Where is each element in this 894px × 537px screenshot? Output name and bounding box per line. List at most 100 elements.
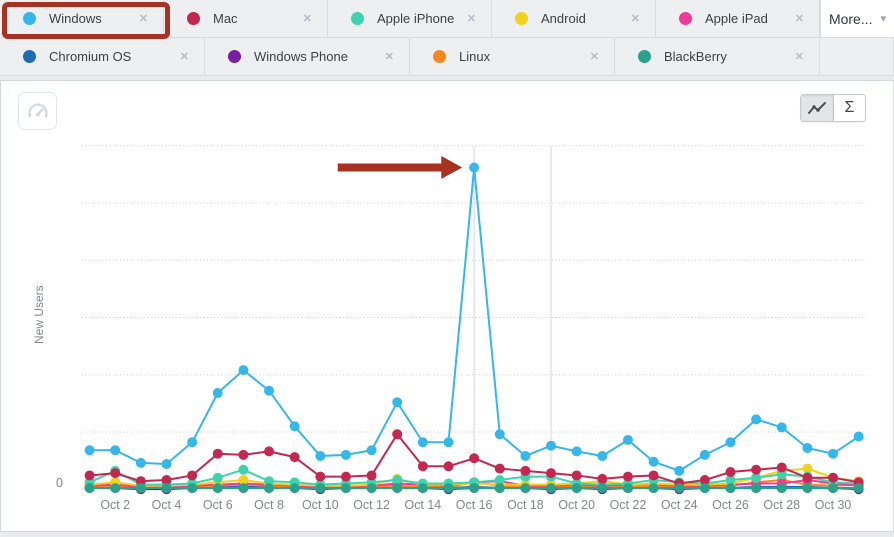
data-point-blackberry[interactable] bbox=[84, 483, 95, 494]
data-point-mac[interactable] bbox=[520, 465, 531, 476]
data-point-blackberry[interactable] bbox=[725, 483, 736, 494]
legend-chip-windows-phone[interactable]: Windows Phone ✕ bbox=[205, 38, 410, 76]
remove-series-icon[interactable]: ✕ bbox=[302, 13, 312, 25]
data-point-apple-iphone[interactable] bbox=[725, 475, 736, 486]
data-point-windows[interactable] bbox=[494, 429, 505, 440]
data-point-mac[interactable] bbox=[110, 468, 121, 479]
data-point-mac[interactable] bbox=[776, 462, 787, 473]
data-point-windows[interactable] bbox=[828, 448, 839, 459]
data-point-mac[interactable] bbox=[443, 461, 454, 472]
data-point-mac[interactable] bbox=[366, 470, 377, 481]
legend-chip-android[interactable]: Android ✕ bbox=[492, 0, 656, 38]
legend-chip-blackberry[interactable]: BlackBerry ✕ bbox=[615, 38, 820, 76]
data-point-blackberry[interactable] bbox=[392, 483, 403, 494]
data-point-mac[interactable] bbox=[392, 429, 403, 440]
data-point-blackberry[interactable] bbox=[417, 483, 428, 494]
data-point-apple-iphone[interactable] bbox=[392, 475, 403, 486]
data-point-mac[interactable] bbox=[597, 473, 608, 484]
data-point-windows[interactable] bbox=[443, 437, 454, 448]
data-point-mac[interactable] bbox=[828, 472, 839, 483]
data-point-blackberry[interactable] bbox=[597, 483, 608, 494]
data-point-apple-iphone[interactable] bbox=[494, 475, 505, 486]
data-point-blackberry[interactable] bbox=[776, 483, 787, 494]
data-point-mac[interactable] bbox=[264, 446, 275, 457]
data-point-mac[interactable] bbox=[622, 471, 633, 482]
data-point-mac[interactable] bbox=[340, 471, 351, 482]
line-chart[interactable]: Oct 2 Oct 4 Oct 6 Oct 8 Oct 10 Oct 12 Oct 14 Oc… bbox=[1, 81, 893, 531]
remove-series-icon[interactable]: ✕ bbox=[179, 51, 189, 63]
data-point-apple-iphone[interactable] bbox=[776, 469, 787, 480]
data-point-mac[interactable] bbox=[135, 476, 146, 487]
data-point-blackberry[interactable] bbox=[571, 483, 582, 494]
data-point-blackberry[interactable] bbox=[264, 483, 275, 494]
data-point-windows[interactable] bbox=[622, 434, 633, 445]
data-point-blackberry[interactable] bbox=[674, 483, 685, 494]
data-point-windows[interactable] bbox=[751, 414, 762, 425]
data-point-blackberry[interactable] bbox=[187, 483, 198, 494]
remove-series-icon[interactable]: ✕ bbox=[384, 51, 394, 63]
data-point-blackberry[interactable] bbox=[135, 483, 146, 494]
data-point-blackberry[interactable] bbox=[315, 483, 326, 494]
data-point-windows[interactable] bbox=[571, 446, 582, 457]
data-point-blackberry[interactable] bbox=[212, 483, 223, 494]
data-point-blackberry[interactable] bbox=[853, 483, 864, 494]
data-point-windows[interactable] bbox=[853, 431, 864, 442]
data-point-blackberry[interactable] bbox=[161, 483, 172, 494]
data-point-windows[interactable] bbox=[417, 437, 428, 448]
data-point-mac[interactable] bbox=[212, 448, 223, 459]
data-point-windows[interactable] bbox=[315, 451, 326, 461]
data-point-blackberry[interactable] bbox=[802, 483, 813, 494]
data-point-windows[interactable] bbox=[238, 365, 249, 376]
data-point-apple-iphone[interactable] bbox=[212, 472, 223, 483]
more-button[interactable]: More... ▾ bbox=[820, 0, 894, 38]
data-point-mac[interactable] bbox=[161, 475, 172, 486]
remove-series-icon[interactable]: ✕ bbox=[589, 51, 599, 63]
chart-type-line-button[interactable] bbox=[801, 95, 833, 121]
data-point-mac[interactable] bbox=[648, 470, 659, 481]
data-point-windows[interactable] bbox=[674, 465, 685, 476]
data-point-windows[interactable] bbox=[546, 440, 557, 451]
legend-chip-linux[interactable]: Linux ✕ bbox=[410, 38, 615, 76]
data-point-blackberry[interactable] bbox=[469, 483, 480, 494]
data-point-windows[interactable] bbox=[597, 451, 608, 461]
data-point-mac[interactable] bbox=[494, 463, 505, 474]
data-point-blackberry[interactable] bbox=[494, 483, 505, 494]
data-point-mac[interactable] bbox=[417, 461, 428, 472]
data-point-windows[interactable] bbox=[392, 397, 403, 408]
data-point-apple-iphone[interactable] bbox=[238, 464, 249, 475]
data-point-blackberry[interactable] bbox=[622, 483, 633, 494]
data-point-blackberry[interactable] bbox=[699, 483, 710, 494]
data-point-android[interactable] bbox=[802, 463, 813, 474]
data-point-blackberry[interactable] bbox=[520, 483, 531, 494]
legend-chip-chromium-os[interactable]: Chromium OS ✕ bbox=[0, 38, 205, 76]
data-point-windows[interactable] bbox=[161, 459, 172, 469]
legend-chip-windows[interactable]: Windows ✕ bbox=[0, 0, 164, 38]
data-point-mac[interactable] bbox=[802, 472, 813, 483]
data-point-mac[interactable] bbox=[546, 468, 557, 479]
data-point-windows[interactable] bbox=[776, 422, 787, 433]
legend-chip-apple-ipad[interactable]: Apple iPad ✕ bbox=[656, 0, 820, 38]
data-point-windows[interactable] bbox=[648, 456, 659, 467]
data-point-windows[interactable] bbox=[264, 385, 275, 396]
data-point-windows[interactable] bbox=[135, 457, 146, 468]
data-point-windows[interactable] bbox=[725, 437, 736, 448]
data-point-windows[interactable] bbox=[187, 437, 198, 448]
remove-series-icon[interactable]: ✕ bbox=[794, 13, 804, 25]
data-point-mac[interactable] bbox=[289, 452, 300, 463]
data-point-blackberry[interactable] bbox=[828, 483, 839, 494]
data-point-blackberry[interactable] bbox=[110, 483, 121, 494]
gauge-button[interactable] bbox=[18, 92, 57, 130]
data-point-blackberry[interactable] bbox=[546, 483, 557, 494]
data-point-windows[interactable] bbox=[469, 162, 480, 173]
data-point-blackberry[interactable] bbox=[648, 483, 659, 494]
data-point-windows[interactable] bbox=[366, 445, 377, 456]
data-point-windows[interactable] bbox=[520, 451, 531, 461]
data-point-blackberry[interactable] bbox=[289, 483, 300, 494]
data-point-apple-iphone[interactable] bbox=[264, 476, 275, 487]
data-point-windows[interactable] bbox=[212, 388, 223, 398]
data-point-windows[interactable] bbox=[289, 421, 300, 432]
data-point-windows[interactable] bbox=[699, 449, 710, 460]
data-point-windows[interactable] bbox=[110, 445, 121, 456]
remove-series-icon[interactable]: ✕ bbox=[630, 13, 640, 25]
legend-chip-mac[interactable]: Mac ✕ bbox=[164, 0, 328, 38]
